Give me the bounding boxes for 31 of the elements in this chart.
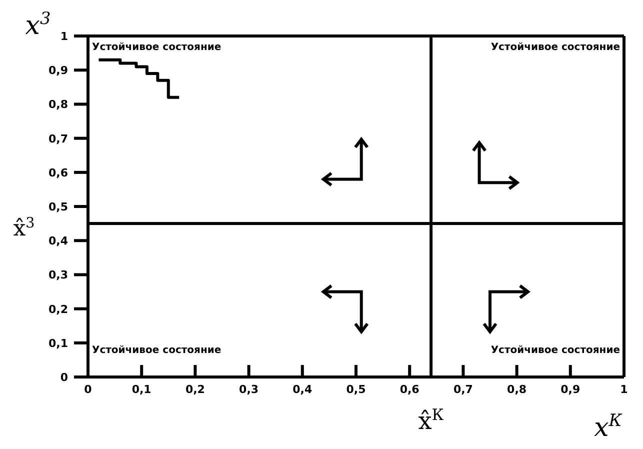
x-tick-label: 0	[84, 383, 92, 396]
y-tick-label: 0	[60, 371, 68, 384]
annotation: Устойчивое состояние	[92, 42, 222, 53]
y-axis-title: x$^{3}$	[25, 8, 51, 41]
x-tick-label: 0,7	[453, 383, 473, 396]
y-tick-label: 0,3	[48, 268, 68, 282]
y-tick-label: 0,6	[48, 166, 68, 180]
y-tick-label: 0,9	[48, 64, 68, 78]
annotation: Устойчивое состояние	[92, 345, 222, 356]
x-tick-label: 0,6	[400, 383, 420, 396]
x-tick-label: 0,5	[346, 383, 366, 396]
x-tick-label: 0,8	[507, 383, 527, 396]
y-tick-label: 0,1	[48, 336, 68, 350]
line-series	[97, 58, 181, 99]
ref-line-label: x̂$^{К}$	[418, 406, 444, 435]
x-tick-label: 0,9	[560, 383, 580, 396]
x-tick-label: 0,1	[132, 383, 152, 396]
y-tick-label: 0,5	[48, 200, 68, 214]
annotation: Устойчивое состояние	[490, 42, 620, 53]
x-tick-label: 1	[620, 383, 628, 396]
x-axis-title: x$^{К}$	[594, 410, 623, 443]
annotation: Устойчивое состояние	[490, 345, 620, 356]
y-tick-label: 0,2	[48, 302, 68, 316]
x-tick-label: 0,4	[292, 383, 312, 396]
x-tick-label: 0,3	[239, 383, 259, 396]
y-tick-label: 1	[60, 30, 68, 43]
y-tick-label: 0,4	[48, 234, 68, 248]
x-tick-label: 0,2	[185, 383, 205, 396]
y-tick-label: 0,7	[48, 132, 68, 146]
y-tick-label: 0,8	[48, 98, 68, 112]
ref-line-label: x̂$^{3}$	[13, 216, 35, 242]
